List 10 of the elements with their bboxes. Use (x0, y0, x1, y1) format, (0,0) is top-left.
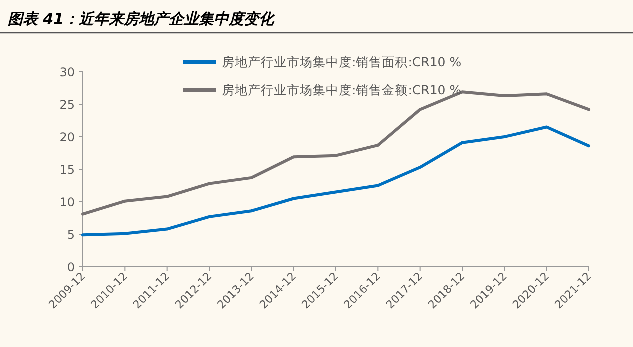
y-tick-label: 0 (67, 260, 75, 274)
y-tick-label: 10 (60, 196, 75, 210)
y-tick-label: 25 (60, 98, 75, 112)
y-tick-label: 15 (60, 163, 75, 177)
y-tick-label: 20 (60, 130, 75, 144)
chart-title: 图表 41：近年来房地产企业集中度变化 (8, 10, 276, 28)
y-tick-label: 30 (60, 66, 75, 80)
legend-label: 房地产行业市场集中度:销售金额:CR10 % (222, 82, 462, 98)
legend-label: 房地产行业市场集中度:销售面积:CR10 % (222, 54, 462, 70)
y-tick-label: 5 (67, 228, 75, 242)
